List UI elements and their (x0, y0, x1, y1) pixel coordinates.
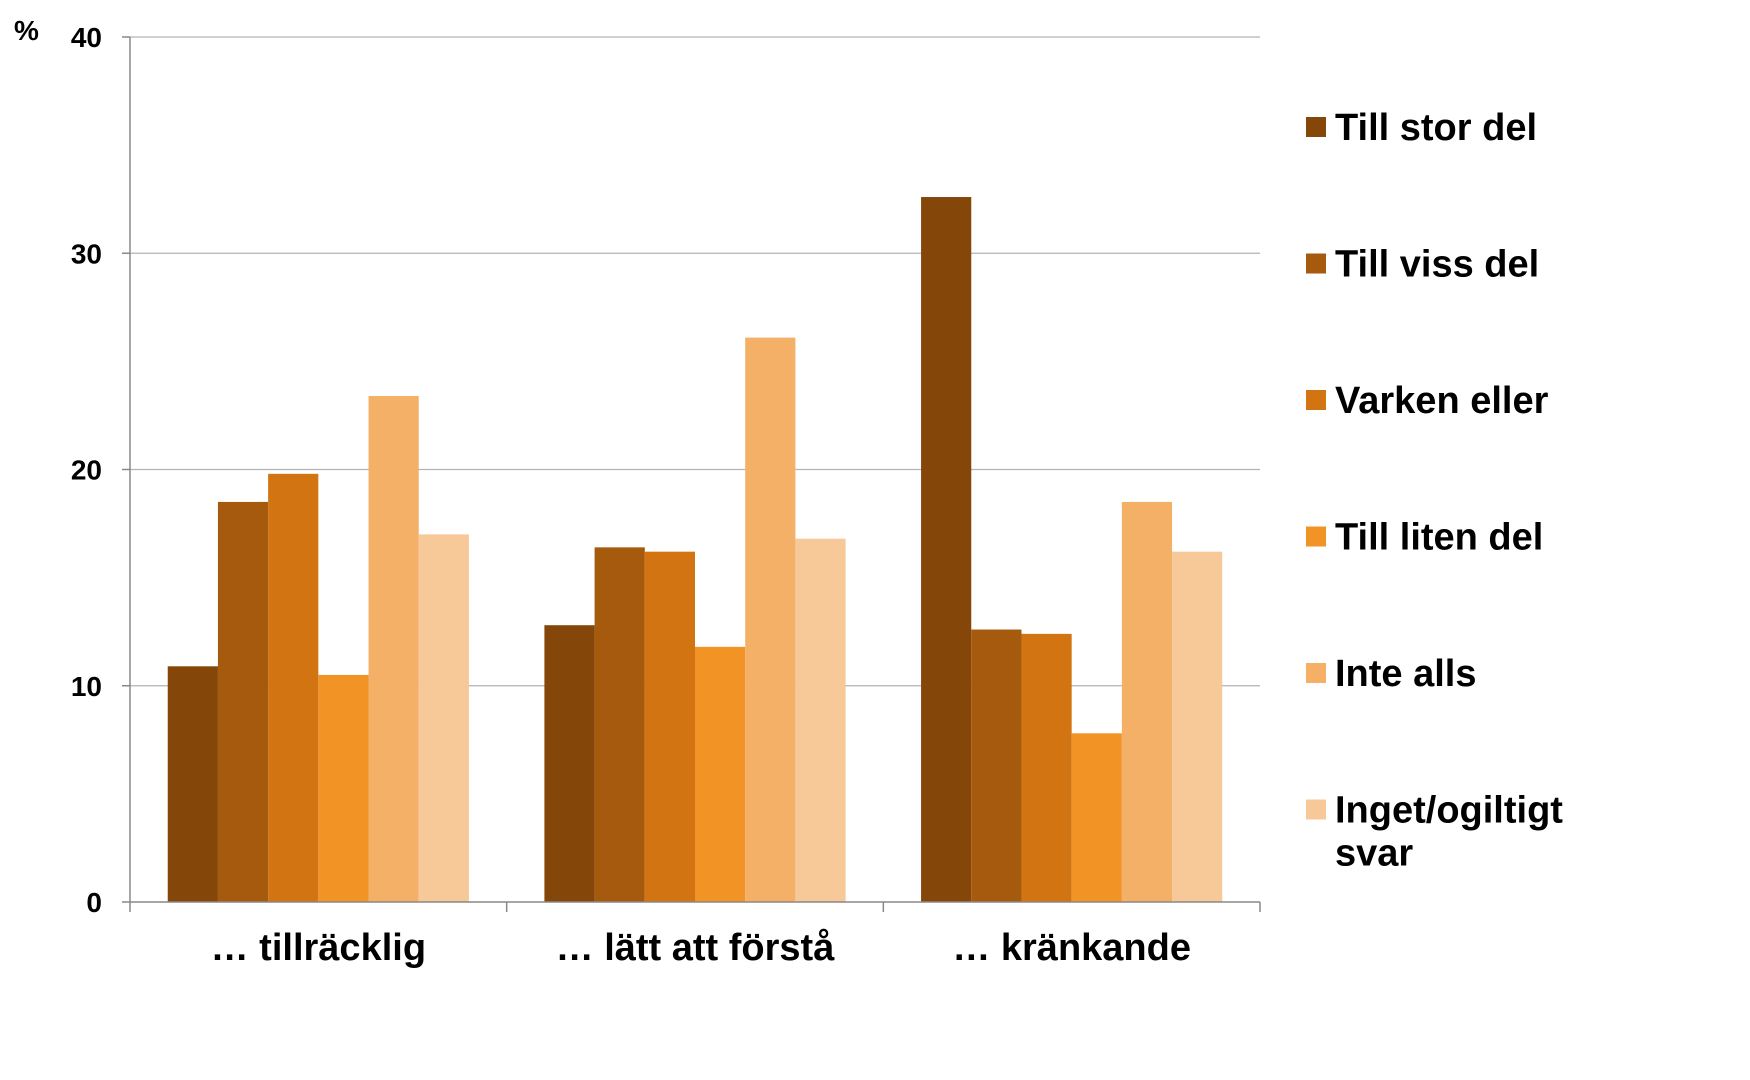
legend-item: Inget/ogiltigt svar (1306, 790, 1563, 875)
x-category-label: … tillräcklig (211, 927, 426, 969)
bar (167, 666, 218, 902)
bar (1071, 733, 1122, 902)
legend-swatch (1306, 799, 1326, 820)
legend-swatch (1306, 117, 1326, 137)
legend-label: Till viss del (1335, 244, 1539, 286)
bar (368, 395, 419, 902)
x-category-labels: … tillräcklig … lätt att förstå … kränkand… (129, 902, 1261, 969)
bar (921, 197, 972, 902)
y-tick-label: 10 (71, 671, 102, 702)
legend-swatch (1306, 390, 1326, 410)
bar (268, 473, 319, 902)
y-tick-label: 40 (71, 22, 102, 53)
bar (971, 629, 1022, 902)
bar (418, 534, 469, 902)
bar (318, 674, 369, 902)
bar (1121, 501, 1173, 902)
bar (1021, 633, 1072, 902)
legend-swatch (1306, 663, 1326, 683)
legend-item: Till stor del (1306, 107, 1537, 149)
y-tick-label: 0 (86, 887, 102, 918)
bar (745, 337, 796, 902)
y-tick-labels: 0 10 20 30 40 (71, 22, 130, 918)
bar (644, 551, 695, 902)
legend-label: Varken eller (1335, 380, 1549, 422)
legend-label: Till liten del (1335, 517, 1543, 559)
x-category-label: … kränkande (952, 927, 1191, 969)
legend-label: Till stor del (1335, 107, 1537, 149)
bar (594, 547, 645, 902)
y-axis-unit-label: % (14, 15, 39, 46)
legend-label: Inget/ogiltigt svar (1335, 790, 1563, 875)
legend-swatch (1306, 253, 1326, 274)
legend-swatch (1306, 526, 1326, 547)
bar (695, 646, 746, 902)
legend-label: Inte alls (1335, 653, 1477, 695)
bar (795, 538, 846, 902)
y-tick-label: 20 (71, 455, 102, 486)
legend-item: Till liten del (1306, 517, 1543, 559)
bar (544, 625, 595, 902)
legend: Till stor del Till viss del Varken eller Ti… (1306, 107, 1563, 875)
y-tick-label: 30 (71, 238, 102, 269)
bar (217, 501, 269, 902)
x-category-label: … lätt att förstå (556, 927, 836, 969)
legend-item: Varken eller (1306, 380, 1549, 422)
bars (167, 197, 1223, 902)
legend-item: Till viss del (1306, 244, 1539, 286)
bar (1172, 551, 1223, 902)
legend-item: Inte alls (1306, 653, 1477, 695)
